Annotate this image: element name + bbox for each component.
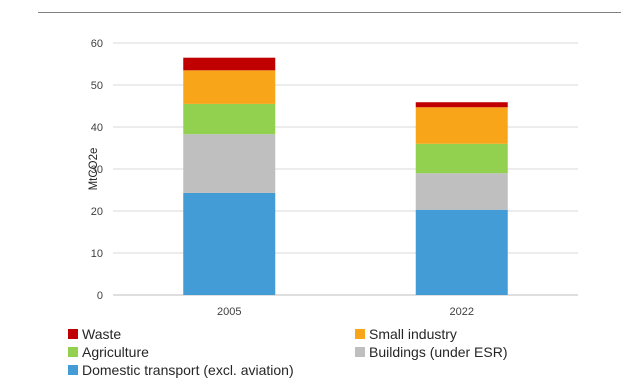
x-tick-label: 2022 [450,306,474,318]
y-axis-title: MtCO2e [88,148,100,191]
legend-item-agriculture: Agriculture [68,344,149,360]
legend-item-small-industry: Small industry [355,326,457,342]
y-tick-labels: 0 10 20 30 40 50 60 [91,38,103,302]
legend-swatch-buildings [355,347,365,357]
legend-item-domestic-transport: Domestic transport (excl. aviation) [68,362,294,378]
legend-label-domestic-transport: Domestic transport (excl. aviation) [82,362,294,378]
legend-label-buildings: Buildings (under ESR) [369,344,508,360]
gridlines [113,42,578,296]
y-tick-label: 10 [91,248,103,260]
x-tick-labels: 2005 2022 [217,306,474,318]
top-border-line [38,12,621,13]
legend-item-buildings: Buildings (under ESR) [355,344,508,360]
legend-swatch-agriculture [68,347,78,357]
y-tick-label: 60 [91,38,103,50]
legend-label-agriculture: Agriculture [82,344,149,360]
legend-item-waste: Waste [68,326,121,342]
bar-segment [183,103,276,135]
y-tick-label: 40 [91,122,103,134]
bar-segment [415,173,508,210]
x-tick-label: 2005 [217,306,241,318]
bar-segment [183,57,276,71]
y-tick-label: 0 [97,290,103,302]
y-tick-label: 50 [91,80,103,92]
bar-segment [415,102,508,108]
bar-segment [415,209,508,295]
legend-swatch-domestic-transport [68,365,78,375]
legend-swatch-small-industry [355,329,365,339]
bar-segment [183,134,276,193]
bar-segment [183,70,276,104]
y-tick-label: 30 [91,164,103,176]
bars [183,57,508,295]
legend-label-waste: Waste [82,326,122,342]
bar-segment [183,192,276,295]
legend-swatch-waste [68,329,78,339]
bar-segment [415,143,508,174]
legend-label-small-industry: Small industry [369,326,457,342]
y-tick-label: 20 [91,206,103,218]
bar-segment [415,107,508,144]
